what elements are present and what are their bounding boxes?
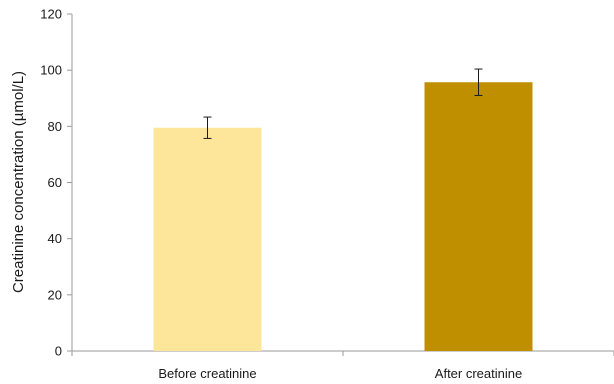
y-tick-label: 40 — [48, 231, 62, 246]
x-labels: Before creatinine After creatinine — [158, 366, 522, 381]
axes — [71, 14, 614, 356]
bar-before-creatinine — [153, 127, 262, 351]
bar-after-creatinine — [424, 82, 533, 352]
y-tick-label: 20 — [48, 287, 62, 302]
y-tick-label: 120 — [40, 7, 62, 22]
x-category-label: Before creatinine — [158, 366, 256, 381]
y-ticks: 0 20 40 60 80 100 120 — [40, 7, 72, 359]
y-tick-label: 0 — [55, 344, 62, 359]
y-tick-label: 100 — [40, 63, 62, 78]
y-tick-label: 80 — [48, 119, 62, 134]
y-axis-title: Creatinine concentration (µmol/L) — [10, 71, 27, 293]
error-bars — [203, 68, 483, 139]
x-category-label: After creatinine — [435, 366, 522, 381]
y-axis-title-group: Creatinine concentration (µmol/L) — [10, 71, 27, 293]
bars — [153, 82, 533, 352]
y-tick-label: 60 — [48, 175, 62, 190]
